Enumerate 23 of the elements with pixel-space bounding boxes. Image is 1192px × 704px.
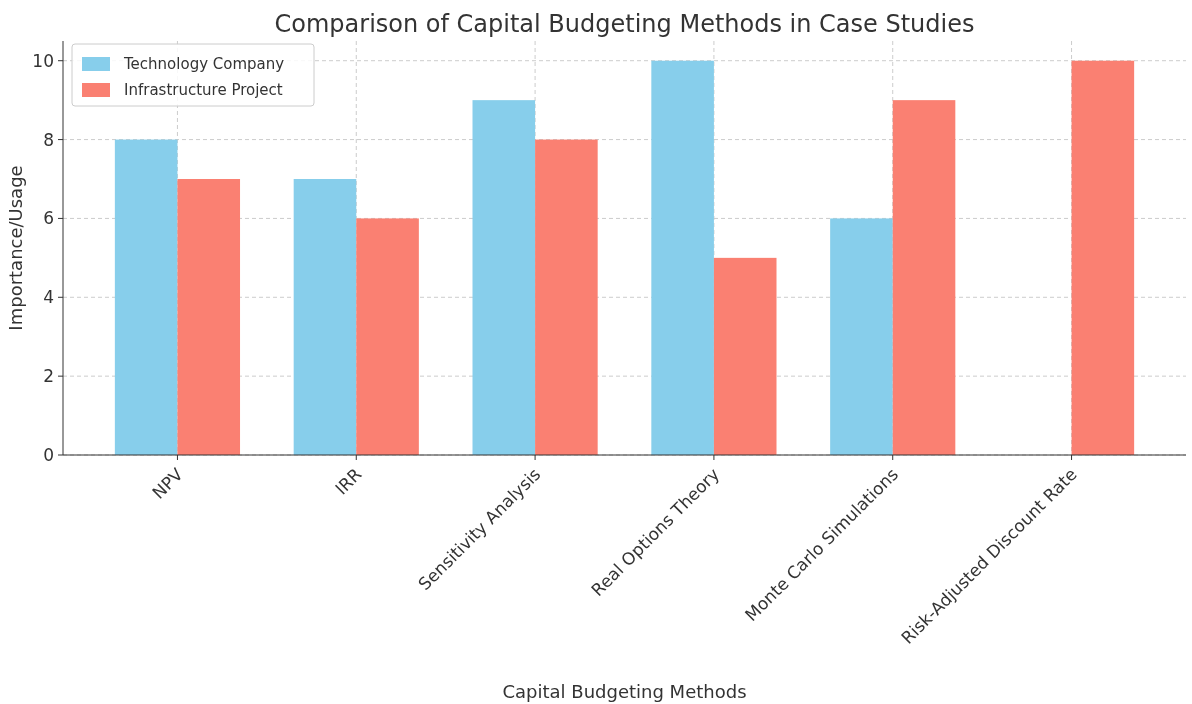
x-tick-label: IRR <box>331 463 366 499</box>
y-tick-label: 6 <box>43 208 54 229</box>
y-tick-label: 8 <box>43 129 54 150</box>
x-axis-title: Capital Budgeting Methods <box>502 681 747 702</box>
bar <box>892 100 956 455</box>
legend-label: Infrastructure Project <box>124 81 283 100</box>
bar <box>713 257 777 455</box>
y-tick-label: 10 <box>32 50 54 71</box>
bar <box>535 139 598 455</box>
chart-title: Comparison of Capital Budgeting Methods in Case Studies <box>274 10 975 38</box>
y-tick-label: 4 <box>43 287 54 308</box>
bar <box>177 179 241 455</box>
bar <box>651 60 714 455</box>
bar <box>114 139 178 455</box>
y-axis-title: Importance/Usage <box>5 165 26 331</box>
bar <box>472 100 536 455</box>
bar <box>1071 60 1135 455</box>
bar <box>293 179 357 455</box>
bar <box>830 218 893 455</box>
y-tick-label: 2 <box>43 366 54 387</box>
legend-label: Technology Company <box>123 55 285 74</box>
y-tick-label: 0 <box>43 444 54 465</box>
bar <box>356 218 419 455</box>
